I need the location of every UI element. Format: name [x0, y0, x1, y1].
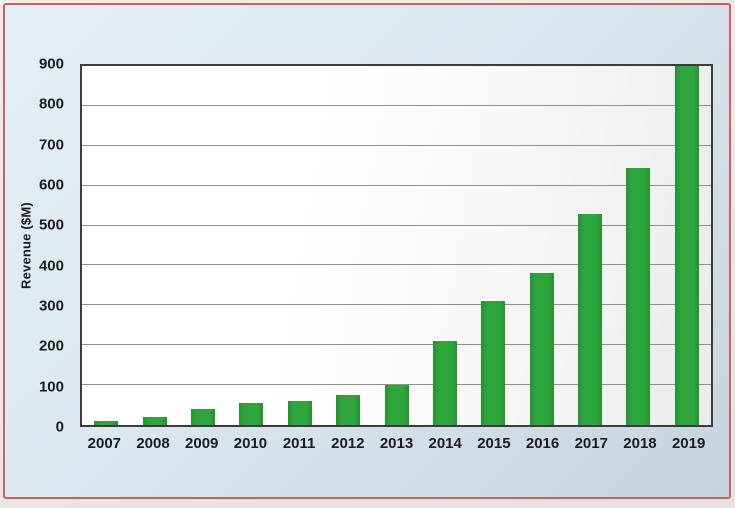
y-tick-label-800: 800: [38, 95, 64, 113]
y-tick-label-700: 700: [38, 136, 64, 154]
x-tick-label-2014: 2014: [428, 435, 462, 452]
gridline-400: [82, 264, 711, 266]
bar-2016: [529, 273, 554, 425]
plot-area: [80, 64, 713, 427]
x-tick-label-2013: 2013: [379, 435, 414, 452]
bar-2013: [384, 385, 409, 425]
x-tick-label-2015: 2015: [477, 435, 511, 452]
bar-2007: [94, 421, 119, 425]
x-tick-label-2010: 2010: [233, 435, 268, 452]
x-tick-label-2018: 2018: [623, 435, 657, 452]
gridlines: [82, 66, 711, 425]
y-tick-label-300: 300: [38, 297, 64, 315]
x-axis-labels: 2007 2008 2009 2010 2011 2012 2013 2014 2015 2016…: [80, 435, 713, 455]
y-tick-label-900: 900: [38, 55, 64, 73]
y-tick-label-500: 500: [38, 216, 64, 234]
gridline-700: [82, 144, 711, 146]
x-tick-label-2007: 2007: [87, 435, 122, 452]
gridline-500: [82, 224, 711, 226]
bar-2018: [626, 167, 651, 425]
gridline-300: [82, 304, 711, 306]
y-tick-label-400: 400: [38, 257, 64, 275]
x-tick-label-2011: 2011: [282, 435, 316, 452]
bar-2011: [287, 401, 312, 425]
bar-2008: [142, 417, 167, 425]
bar-series-revenue: [82, 66, 711, 425]
gridline-600: [82, 184, 711, 186]
bar-2019: [674, 66, 699, 425]
x-tick-label-2017: 2017: [574, 435, 608, 452]
bar-2017: [578, 213, 603, 425]
x-tick-label-2008: 2008: [136, 435, 170, 452]
y-tick-label-600: 600: [38, 176, 64, 194]
x-tick-label-2012: 2012: [331, 435, 365, 452]
bar-2010: [239, 403, 264, 425]
y-tick-label-200: 200: [38, 337, 64, 355]
bar-2009: [190, 409, 215, 425]
x-tick-label-2016: 2016: [525, 435, 560, 452]
bar-2014: [432, 341, 457, 425]
gridline-200: [82, 344, 711, 346]
gridline-800: [82, 104, 711, 106]
gridline-100: [82, 384, 711, 386]
y-axis-labels: 0 100 200 300 400 500 600 700 800 900: [5, 57, 72, 435]
bar-2012: [336, 395, 361, 425]
bar-2015: [481, 301, 506, 425]
x-tick-label-2019: 2019: [671, 435, 706, 452]
y-tick-label-0: 0: [55, 418, 64, 436]
chart-panel: Revenue ($M) 0 100 200 300 400 500 600 700 800 90…: [3, 3, 731, 499]
x-tick-label-2009: 2009: [185, 435, 219, 452]
y-tick-label-100: 100: [38, 378, 64, 396]
